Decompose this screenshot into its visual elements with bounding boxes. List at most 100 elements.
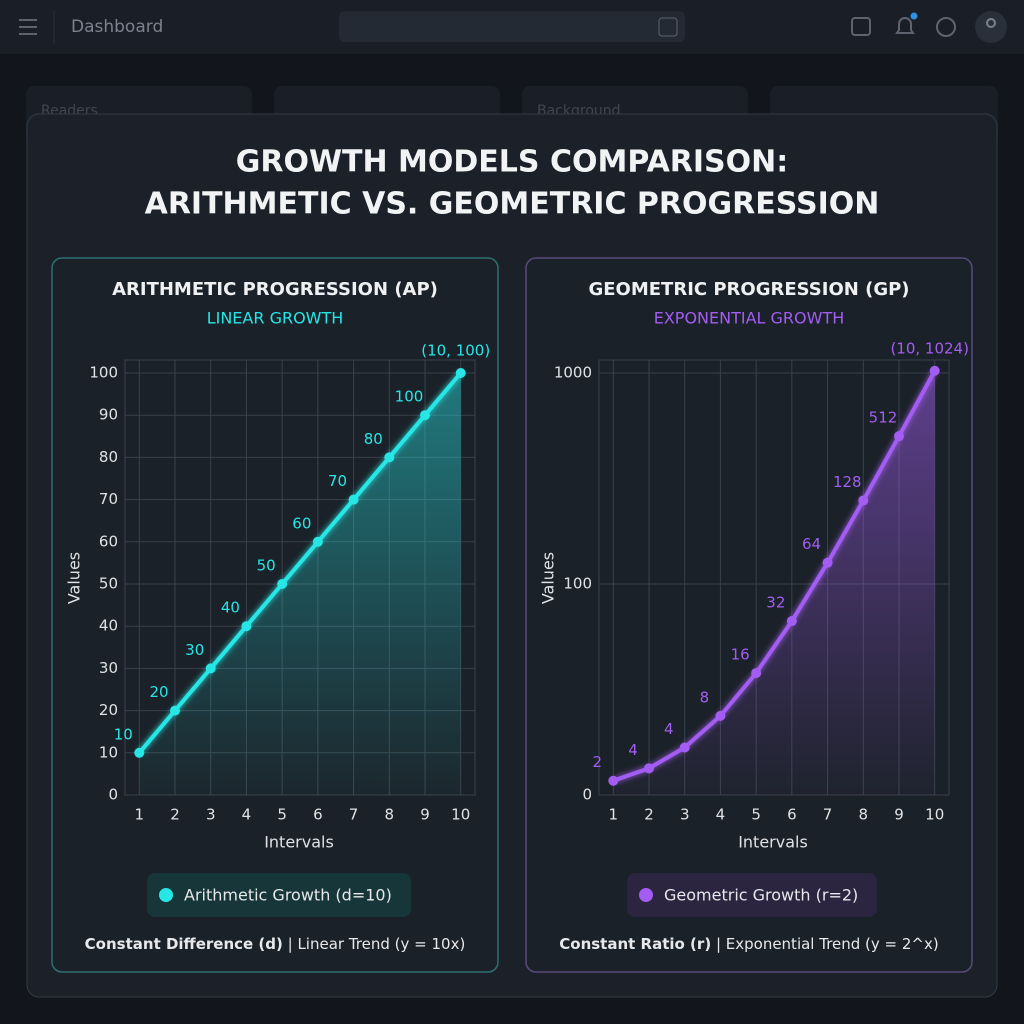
y-tick-label: 20 xyxy=(99,701,118,719)
menu-icon[interactable] xyxy=(19,19,37,35)
point xyxy=(644,763,654,774)
dropdown-icon[interactable] xyxy=(658,17,678,37)
point-label: 16 xyxy=(731,646,750,664)
y-tick-label: 60 xyxy=(99,532,118,550)
point-label: (10, 100) xyxy=(421,342,490,360)
y-tick-label: 100 xyxy=(89,364,118,382)
point xyxy=(384,452,395,463)
point xyxy=(894,431,904,442)
line xyxy=(137,371,463,755)
point-label: 30 xyxy=(185,641,204,659)
calendar-icon[interactable] xyxy=(851,17,871,36)
footer-note: Constant Ratio (r) | Exponential Trend (… xyxy=(559,935,938,953)
legend-swatch xyxy=(639,888,653,902)
x-axis-label: Intervals xyxy=(264,833,334,852)
point-label: 60 xyxy=(292,514,311,532)
x-axis-label: Intervals xyxy=(738,833,808,852)
point-label: 4 xyxy=(628,741,638,759)
legend-swatch xyxy=(159,888,173,902)
legend-label: Geometric Growth (r=2) xyxy=(664,886,858,905)
y-tick-label: 50 xyxy=(99,575,118,593)
point xyxy=(312,536,323,547)
area xyxy=(139,373,461,795)
x-tick-label: 3 xyxy=(680,806,690,824)
point xyxy=(751,668,762,679)
chart-subtitle: LINEAR GROWTH xyxy=(207,309,344,328)
bell-icon[interactable] xyxy=(895,17,915,34)
point-label: 2 xyxy=(593,753,603,771)
legend-box xyxy=(147,873,411,917)
y-axis-label: Values xyxy=(539,552,558,604)
y-tick-label: 0 xyxy=(582,786,592,804)
y-tick-label: 100 xyxy=(563,575,592,593)
avatar-head xyxy=(986,18,996,28)
y-axis-label: Values xyxy=(65,552,84,604)
footer-text: | Linear Trend (y = 10x) xyxy=(283,935,465,953)
point-label: 80 xyxy=(364,430,383,448)
point xyxy=(929,365,940,376)
point xyxy=(715,710,726,721)
point-label: 10 xyxy=(114,725,133,743)
point-label: 512 xyxy=(869,409,898,427)
line xyxy=(612,369,937,783)
point-label: 8 xyxy=(700,688,710,706)
x-tick-label: 5 xyxy=(277,806,287,824)
point xyxy=(348,494,359,505)
point-label: 50 xyxy=(257,557,276,575)
point xyxy=(205,663,216,674)
chart-title: ARITHMETIC PROGRESSION (AP) xyxy=(112,279,438,300)
point xyxy=(134,747,145,758)
y-tick-label: 90 xyxy=(99,406,118,424)
point xyxy=(277,579,288,589)
search-box[interactable] xyxy=(339,11,685,42)
x-tick-label: 2 xyxy=(644,806,654,824)
x-tick-label: 6 xyxy=(787,806,797,824)
point-label: 128 xyxy=(833,473,862,491)
x-tick-label: 5 xyxy=(751,806,761,824)
x-tick-label: 8 xyxy=(859,806,869,824)
footer-note: Constant Difference (d) | Linear Trend (… xyxy=(85,935,466,953)
x-tick-label: 2 xyxy=(170,806,180,824)
point-label: (10, 1024) xyxy=(890,339,969,357)
y-tick-label: 80 xyxy=(99,448,118,466)
x-tick-label: 9 xyxy=(420,806,430,824)
point-label: 32 xyxy=(766,594,785,612)
y-tick-label: 10 xyxy=(99,743,118,761)
y-tick-label: 0 xyxy=(108,786,118,804)
x-tick-label: 8 xyxy=(385,806,395,824)
point-label: 64 xyxy=(802,535,821,553)
chart-subtitle: EXPONENTIAL GROWTH xyxy=(654,309,845,328)
point xyxy=(420,410,430,421)
modal-title: ARITHMETIC VS. GEOMETRIC PROGRESSION xyxy=(145,187,880,222)
x-tick-label: 4 xyxy=(242,806,252,824)
x-tick-label: 7 xyxy=(349,806,359,824)
point-label: 4 xyxy=(664,720,674,738)
header-title: Dashboard xyxy=(71,17,163,37)
footer-bold: Constant Difference (d) xyxy=(85,935,283,953)
help-icon[interactable] xyxy=(936,17,956,37)
x-tick-label: 10 xyxy=(925,806,944,824)
point xyxy=(455,368,466,378)
point xyxy=(170,705,180,716)
point xyxy=(679,742,690,753)
point-label: 100 xyxy=(395,388,424,406)
point xyxy=(241,621,252,632)
x-tick-label: 6 xyxy=(313,806,323,824)
point-label: 70 xyxy=(328,472,347,490)
point-label: 40 xyxy=(221,599,240,617)
point-label: 20 xyxy=(149,683,168,701)
x-tick-label: 1 xyxy=(609,806,619,824)
x-tick-label: 4 xyxy=(716,806,726,824)
point xyxy=(822,557,833,568)
legend-box xyxy=(627,873,877,917)
x-tick-label: 3 xyxy=(206,806,216,824)
y-tick-label: 70 xyxy=(99,490,118,508)
y-tick-label: 30 xyxy=(99,659,118,677)
x-tick-label: 1 xyxy=(135,806,145,824)
modal-title: GROWTH MODELS COMPARISON: xyxy=(236,145,789,180)
x-tick-label: 9 xyxy=(894,806,904,824)
x-tick-label: 10 xyxy=(451,806,470,824)
footer-bold: Constant Ratio (r) xyxy=(559,935,711,953)
y-tick-label: 40 xyxy=(99,617,118,635)
